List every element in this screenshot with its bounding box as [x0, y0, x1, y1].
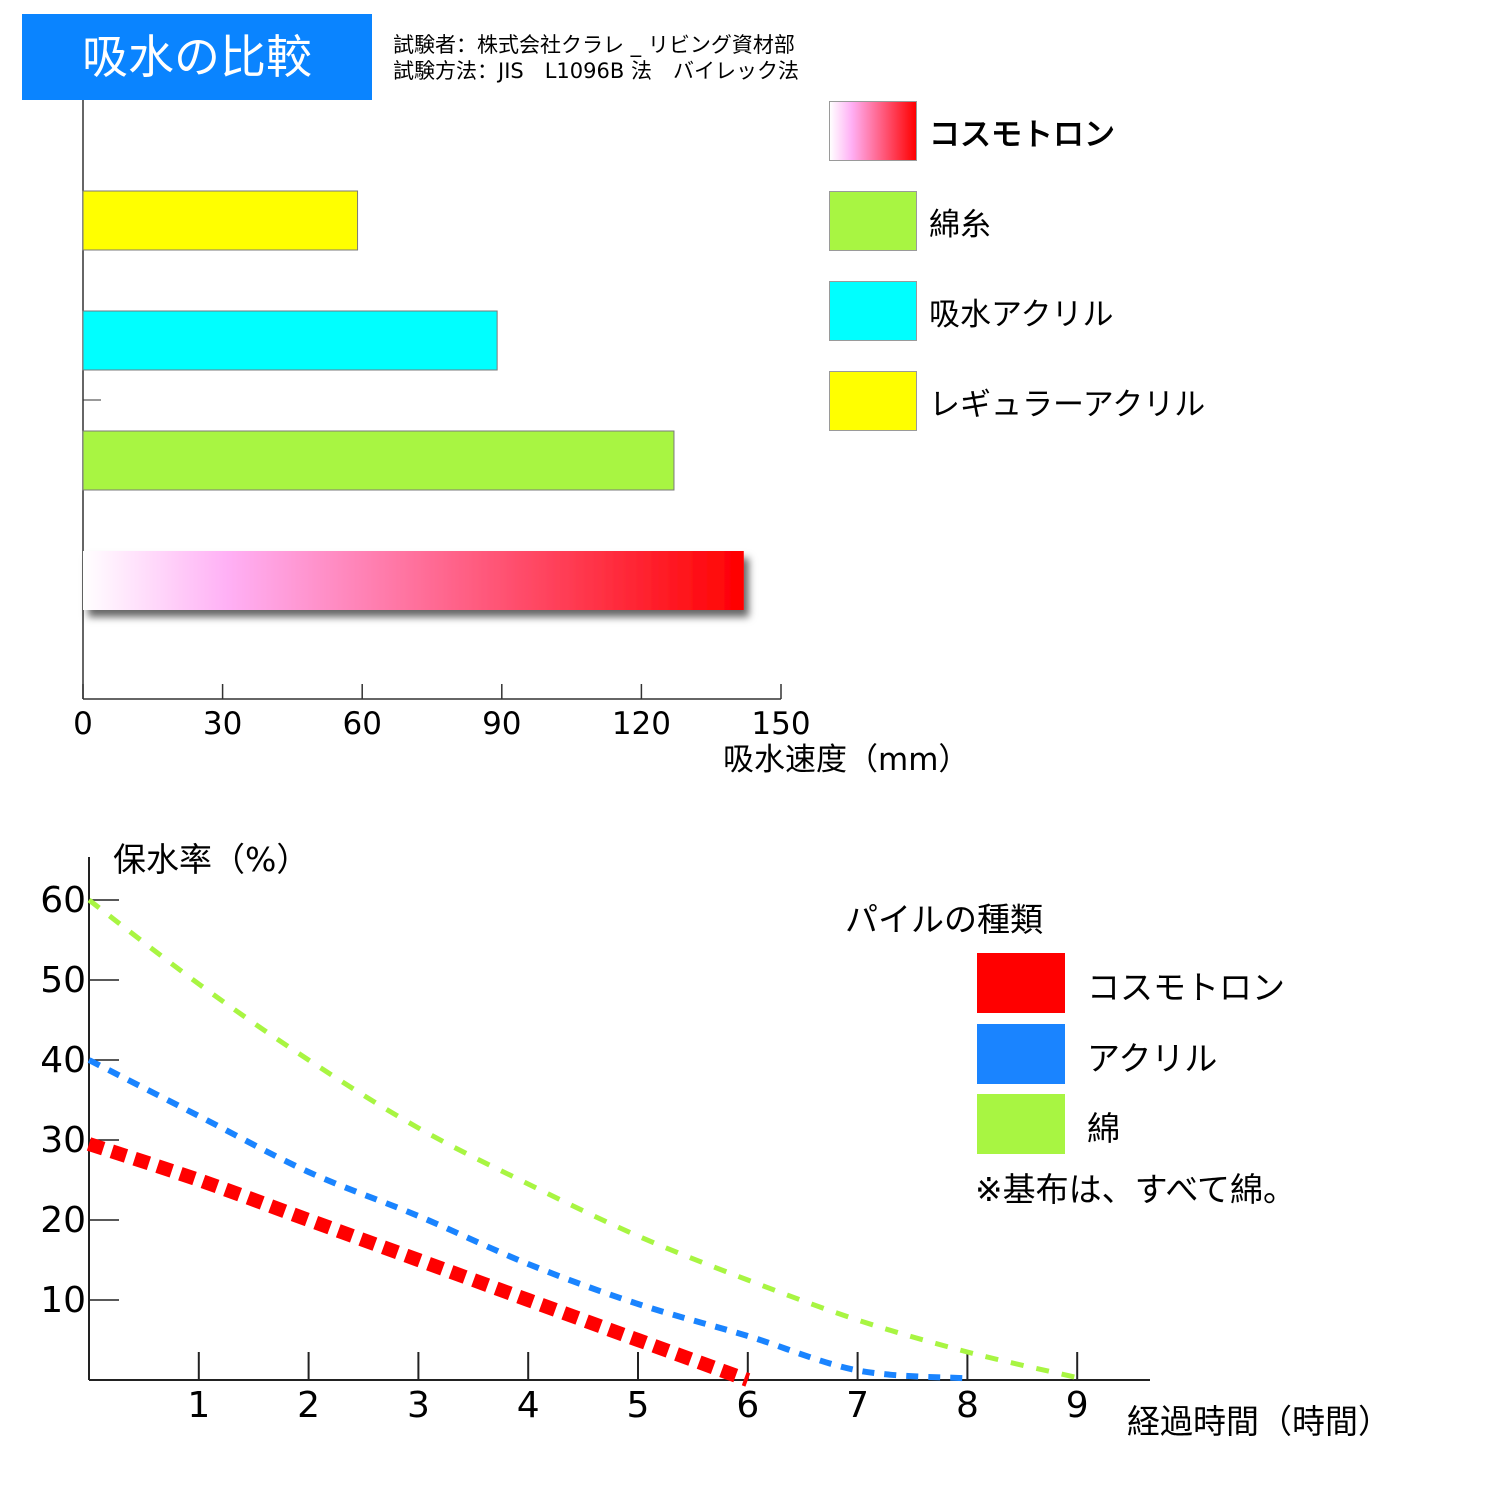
x-tick-label: 0: [73, 706, 93, 742]
x-tick-label: 120: [612, 706, 671, 742]
bar-1: [82, 190, 359, 251]
legend-swatch: [829, 191, 917, 251]
legend-swatch: [829, 101, 917, 161]
x-tick-label: 5: [627, 1385, 650, 1426]
test-method-note: 試験方法：JIS L1096B 法 バイレック法: [393, 59, 799, 83]
x-tick-label: 2: [297, 1385, 320, 1426]
y-tick-label: 30: [40, 1120, 86, 1161]
x-tick-label: 4: [517, 1385, 540, 1426]
y-axis-label: 保水率（%）: [113, 840, 309, 879]
x-tick-label: 1: [187, 1385, 210, 1426]
y-tick-label: 10: [40, 1280, 86, 1321]
x-tick-label: 150: [751, 706, 810, 742]
x-tick-label: 30: [203, 706, 242, 742]
legend-item-absorbent-acrylic: 吸水アクリル: [829, 281, 1249, 343]
series-line-1: [86, 1137, 751, 1387]
x-tick-label: 90: [482, 706, 521, 742]
chart-title: 吸水の比較: [22, 14, 372, 100]
base-fabric-note: ※基布は、すべて綿。: [975, 1170, 1297, 1209]
x-axis-label: 吸水速度（mm）: [723, 742, 969, 778]
legend-item-regular-acrylic: レギュラーアクリル: [829, 371, 1249, 433]
bar-2: [82, 310, 498, 371]
x-axis-label: 経過時間（時間）: [1127, 1402, 1391, 1441]
x-tick-label: 7: [846, 1385, 869, 1426]
legend-item-cosmotron: コスモトロン: [829, 101, 1249, 163]
y-tick-label: 40: [40, 1040, 86, 1081]
series-line-2: [87, 1057, 968, 1382]
y-tick-label: 20: [40, 1200, 86, 1241]
legend-item-acrylic: アクリル: [977, 1024, 1377, 1086]
legend-swatch: [977, 953, 1065, 1013]
legend-label: レギュラーアクリル: [929, 387, 1206, 423]
legend-swatch: [829, 281, 917, 341]
bar-4: [83, 551, 744, 610]
x-tick-label: 3: [407, 1385, 430, 1426]
legend-label: コスモトロン: [1087, 968, 1285, 1007]
x-tick-label: 9: [1066, 1385, 1089, 1426]
legend-item-cotton-yarn: 綿糸: [829, 191, 1249, 253]
legend-label: アクリル: [1087, 1039, 1218, 1078]
bar-3: [82, 430, 675, 491]
legend-swatch: [829, 371, 917, 431]
legend-swatch: [977, 1024, 1065, 1084]
legend-label: コスモトロン: [929, 117, 1115, 153]
y-tick-label: 60: [40, 880, 86, 921]
x-tick-label: 60: [342, 706, 381, 742]
legend-swatch: [977, 1094, 1065, 1154]
legend-item-cosmotron: コスモトロン: [977, 953, 1377, 1015]
x-tick-label: 6: [736, 1385, 759, 1426]
legend-item-cotton: 綿: [977, 1094, 1377, 1156]
legend-label: 綿糸: [929, 207, 991, 243]
series-line-3: [87, 898, 1078, 1381]
legend-label: 綿: [1087, 1109, 1120, 1148]
legend-title: パイルの種類: [845, 900, 1043, 939]
x-tick-label: 8: [956, 1385, 979, 1426]
y-tick-label: 50: [40, 960, 86, 1001]
legend-label: 吸水アクリル: [929, 297, 1114, 333]
tester-note: 試験者：株式会社クラレ _ リビング資材部: [393, 33, 795, 57]
